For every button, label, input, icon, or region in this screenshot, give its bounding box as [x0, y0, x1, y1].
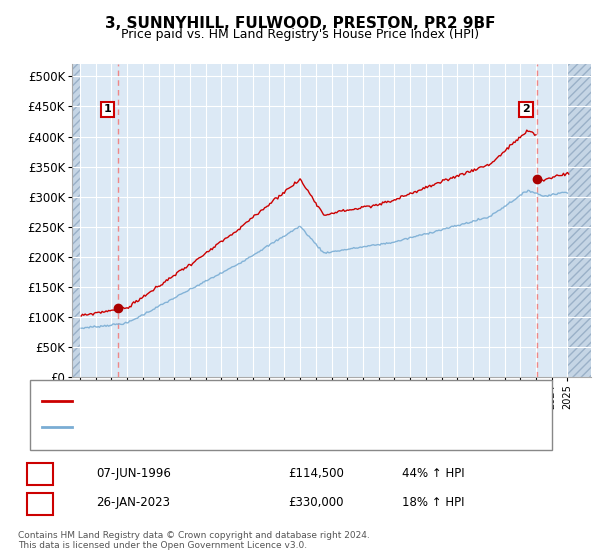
Text: 26-JAN-2023: 26-JAN-2023	[96, 496, 170, 510]
Text: 2: 2	[38, 498, 46, 508]
Text: 18% ↑ HPI: 18% ↑ HPI	[402, 496, 464, 510]
Text: 44% ↑ HPI: 44% ↑ HPI	[402, 466, 464, 480]
Text: Contains HM Land Registry data © Crown copyright and database right 2024.
This d: Contains HM Land Registry data © Crown c…	[18, 530, 370, 550]
Bar	[72, 64, 80, 377]
Text: HPI: Average price, detached house, Preston: HPI: Average price, detached house, Pres…	[81, 422, 329, 432]
Bar	[568, 64, 591, 377]
Text: £114,500: £114,500	[288, 466, 344, 480]
Text: 2: 2	[522, 105, 530, 114]
Text: Price paid vs. HM Land Registry's House Price Index (HPI): Price paid vs. HM Land Registry's House …	[121, 28, 479, 41]
Text: 3, SUNNYHILL, FULWOOD, PRESTON, PR2 9BF (detached house): 3, SUNNYHILL, FULWOOD, PRESTON, PR2 9BF …	[81, 396, 436, 406]
Text: 3, SUNNYHILL, FULWOOD, PRESTON, PR2 9BF: 3, SUNNYHILL, FULWOOD, PRESTON, PR2 9BF	[105, 16, 495, 31]
Text: £330,000: £330,000	[288, 496, 343, 510]
Text: 1: 1	[38, 468, 46, 478]
Text: 1: 1	[103, 105, 111, 114]
Text: 07-JUN-1996: 07-JUN-1996	[96, 466, 171, 480]
